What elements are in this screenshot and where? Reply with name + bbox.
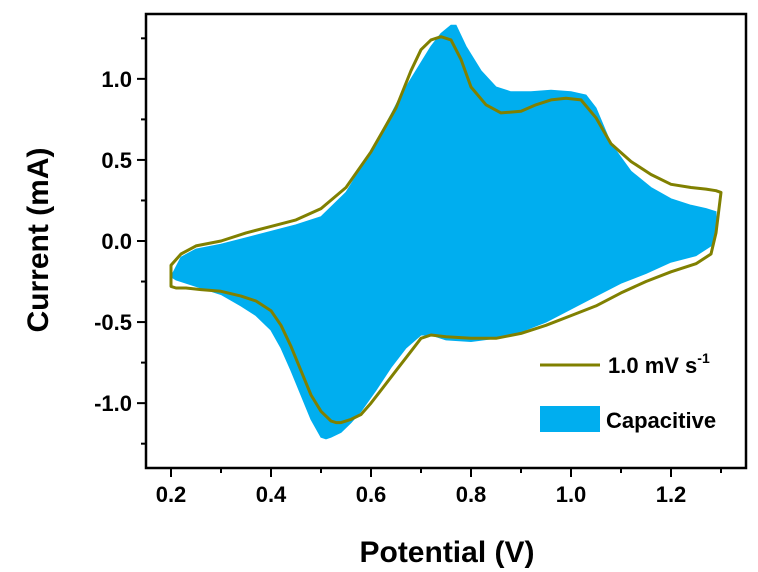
cv-line-layer: [169, 35, 723, 425]
x-axis-title: Potential (V): [359, 536, 534, 569]
legend-line-label-sup: -1: [697, 350, 710, 366]
y-axis-title: Current (mA): [22, 148, 55, 333]
x-tick-label: 0.8: [456, 482, 487, 507]
x-tick-label: 1.0: [556, 482, 587, 507]
legend-area-swatch: [540, 406, 600, 432]
legend-line-label: 1.0 mV s-1: [608, 350, 710, 378]
y-tick-label: -1.0: [94, 391, 132, 416]
plot-area: [169, 24, 723, 440]
y-tick-label: 1.0: [101, 67, 132, 92]
x-tick-label: 0.4: [256, 482, 287, 507]
x-tick-label: 0.6: [356, 482, 387, 507]
y-tick-label: -0.5: [94, 310, 132, 335]
y-axis: -1.0 -0.5 0.0 0.5 1.0: [94, 37, 146, 445]
legend-line-label-main: 1.0 mV s: [608, 353, 697, 378]
legend: 1.0 mV s-1 Capacitive: [540, 350, 716, 433]
cv-curve: [169, 35, 723, 425]
y-tick-label: 0.0: [101, 229, 132, 254]
y-tick-label: 0.5: [101, 148, 132, 173]
x-tick-label: 0.2: [156, 482, 187, 507]
x-axis: 0.2 0.4 0.6 0.8 1.0 1.2: [156, 468, 722, 507]
x-tick-label: 1.2: [656, 482, 687, 507]
legend-area-label: Capacitive: [606, 408, 716, 433]
